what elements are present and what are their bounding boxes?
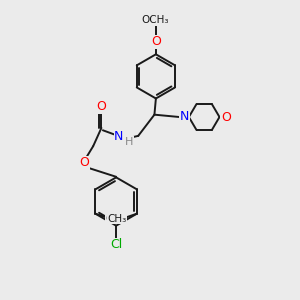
Text: O: O <box>151 35 161 48</box>
Text: O: O <box>97 100 106 113</box>
Text: OCH₃: OCH₃ <box>142 15 169 26</box>
Text: CH₃: CH₃ <box>105 214 124 224</box>
Text: N: N <box>114 130 124 143</box>
Text: H: H <box>124 137 133 147</box>
Text: N: N <box>180 110 189 123</box>
Text: O: O <box>80 156 89 169</box>
Text: Cl: Cl <box>110 238 122 251</box>
Text: O: O <box>221 110 231 124</box>
Text: CH₃: CH₃ <box>108 214 127 224</box>
